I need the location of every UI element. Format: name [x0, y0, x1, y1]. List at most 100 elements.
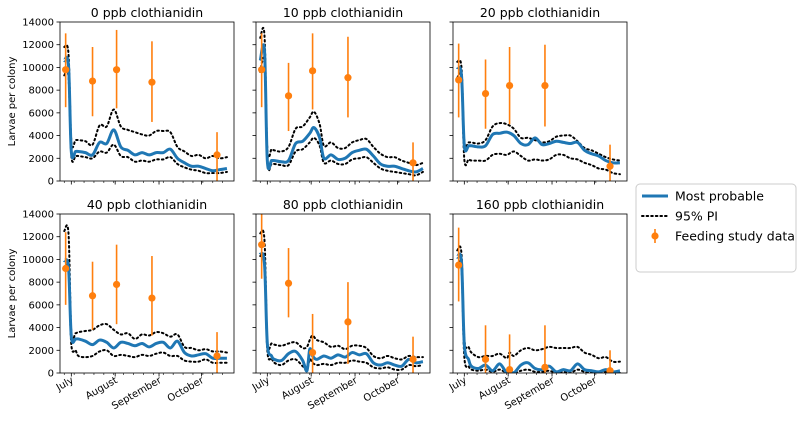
most-probable-line [62, 55, 228, 173]
data-point [505, 82, 514, 90]
data-point [62, 264, 70, 273]
y-tick-label: 0 [48, 177, 54, 188]
legend: Most probable 95% PI Feeding study data [635, 183, 797, 273]
legend-label: Most probable [675, 189, 764, 204]
y-tick-label: 2000 [29, 346, 54, 357]
panel-title: 40 ppb clothianidin [87, 197, 207, 212]
legend-marker-swatch [651, 232, 659, 240]
data-point [213, 151, 221, 159]
data-point [308, 67, 317, 75]
y-axis-label: Larvae per colony [7, 57, 18, 147]
x-tick-label: September [503, 375, 557, 413]
data-point [258, 241, 266, 249]
data-point [541, 82, 549, 90]
data-point [481, 355, 490, 363]
x-tick-label: September [110, 375, 164, 413]
data-point [344, 318, 352, 326]
panel-40-ppb-clothianidin: 40 ppb clothianidin 0 2000 4000 6000 8000 1000… [7, 197, 235, 413]
data-point [112, 280, 121, 289]
x-tick-label: October [559, 375, 600, 405]
y-tick-label: 14000 [22, 18, 54, 29]
x-tick-label: October [362, 375, 403, 405]
panel-frame [255, 21, 431, 182]
pi-upper-line [456, 245, 621, 363]
data-point [481, 89, 490, 98]
panel-frame [255, 213, 431, 374]
panel-frame [59, 21, 235, 182]
panel-20-ppb-clothianidin: 20 ppb clothianidin [449, 5, 628, 185]
panel-title: 160 ppb clothianidin [476, 197, 604, 212]
panel-title: 10 ppb clothianidin [283, 5, 403, 20]
panel-title: 0 ppb clothianidin [91, 5, 203, 20]
x-tick-label: July [250, 375, 272, 394]
x-tick-label: October [166, 375, 207, 405]
panel-frame [452, 21, 628, 182]
panel-10-ppb-clothianidin: 10 ppb clothianidin [252, 5, 431, 185]
data-point [284, 279, 293, 287]
legend-box [635, 183, 797, 273]
y-tick-label: 12000 [22, 40, 54, 51]
plot-area [258, 27, 424, 181]
y-tick-label: 14000 [22, 210, 54, 221]
data-point [88, 292, 97, 300]
plot-area [455, 227, 621, 373]
plot-area [62, 224, 228, 373]
pi-upper-line [259, 229, 424, 361]
data-point [112, 66, 121, 74]
pi-upper-line [259, 27, 424, 167]
data-point [606, 162, 614, 170]
panel-title: 20 ppb clothianidin [480, 5, 600, 20]
y-tick-label: 2000 [29, 154, 54, 165]
legend-entry-most-probable: Most probable [642, 189, 764, 204]
legend-entry-feeding-study-data: Feeding study data [651, 229, 795, 244]
pi-upper-line [63, 224, 228, 354]
pi-upper-line [456, 58, 621, 162]
most-probable-line [455, 252, 621, 373]
y-tick-label: 8000 [29, 86, 54, 97]
data-point [308, 348, 317, 357]
legend-label: 95% PI [675, 209, 718, 224]
pi-lower-line [63, 69, 228, 175]
pi-lower-line [456, 260, 621, 373]
data-point [455, 261, 463, 269]
data-point [606, 367, 614, 373]
x-tick-label: July [447, 375, 469, 394]
data-point [148, 78, 156, 86]
pi-lower-line [259, 56, 424, 177]
panels: 0 ppb clothianidin 0 2000 4000 6000 8000 10000… [7, 5, 628, 413]
data-point [541, 363, 549, 371]
y-tick-label: 10000 [22, 63, 54, 74]
data-point [284, 92, 293, 100]
panel-title: 80 ppb clothianidin [283, 197, 403, 212]
x-tick-label: September [306, 375, 360, 413]
data-point [409, 159, 417, 167]
y-tick-label: 6000 [29, 300, 54, 311]
x-tick-label: August [280, 375, 316, 402]
y-tick-label: 4000 [29, 131, 54, 142]
data-point [213, 352, 221, 360]
y-tick-label: 4000 [29, 323, 54, 334]
y-tick-label: 0 [48, 369, 54, 380]
x-tick-label: August [84, 375, 120, 402]
pi-lower-line [259, 252, 424, 372]
pi-lower-line [63, 263, 228, 365]
y-tick-label: 6000 [29, 108, 54, 119]
y-tick-label: 12000 [22, 232, 54, 243]
data-point [409, 355, 417, 363]
data-point [344, 74, 352, 82]
data-point [148, 294, 156, 302]
most-probable-line [62, 258, 227, 361]
data-point [455, 76, 463, 84]
most-probable-line [258, 43, 424, 174]
x-tick-label: July [54, 375, 76, 394]
panel-0-ppb-clothianidin: 0 ppb clothianidin 0 2000 4000 6000 8000 10000… [7, 5, 235, 188]
data-point [62, 66, 70, 74]
plot-area [455, 43, 621, 181]
x-tick-label: August [477, 375, 513, 402]
data-point [505, 365, 514, 373]
panel-frame [59, 213, 235, 374]
data-point [258, 66, 266, 74]
